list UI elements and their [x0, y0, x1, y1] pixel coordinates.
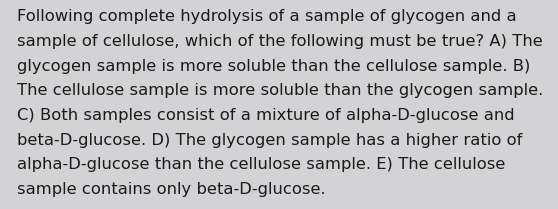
- Text: beta-D-glucose. D) The glycogen sample has a higher ratio of: beta-D-glucose. D) The glycogen sample h…: [17, 133, 522, 148]
- Text: glycogen sample is more soluble than the cellulose sample. B): glycogen sample is more soluble than the…: [17, 59, 530, 74]
- Text: alpha-D-glucose than the cellulose sample. E) The cellulose: alpha-D-glucose than the cellulose sampl…: [17, 157, 505, 172]
- Text: sample contains only beta-D-glucose.: sample contains only beta-D-glucose.: [17, 182, 325, 197]
- Text: Following complete hydrolysis of a sample of glycogen and a: Following complete hydrolysis of a sampl…: [17, 9, 516, 24]
- Text: The cellulose sample is more soluble than the glycogen sample.: The cellulose sample is more soluble tha…: [17, 83, 543, 98]
- Text: sample of cellulose, which of the following must be true? A) The: sample of cellulose, which of the follow…: [17, 34, 542, 49]
- Text: C) Both samples consist of a mixture of alpha-D-glucose and: C) Both samples consist of a mixture of …: [17, 108, 514, 123]
